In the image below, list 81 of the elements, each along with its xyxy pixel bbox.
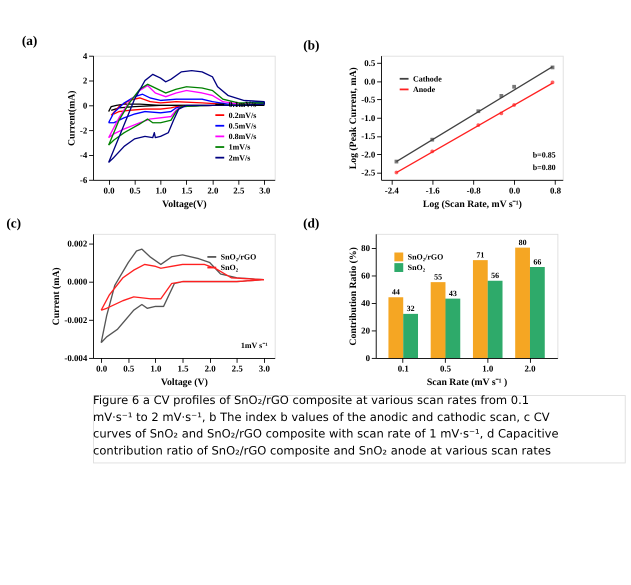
y-tick-label: 0.0 [364, 76, 376, 86]
x-tick-label: 3.0 [259, 186, 271, 196]
y-tick-label: 80 [361, 242, 371, 253]
x-tick-label: 0.0 [96, 364, 108, 374]
x-tick-label: 1.0 [155, 186, 168, 196]
legend-label: SnO₂ [408, 263, 426, 272]
data-label: 66 [533, 257, 542, 266]
data-label: 55 [434, 272, 442, 282]
y-tick-label: -0.002 [64, 314, 88, 325]
y-axis-title: Log (Peak Current, mA) [348, 67, 359, 170]
x-axis-title: Log (Scan Rate, mV s⁻¹) [422, 198, 522, 210]
x-tick-label: -1.6 [426, 186, 440, 196]
x-axis-title: Voltage(V) [162, 198, 207, 210]
y-axis-title: Current(mA) [66, 90, 78, 146]
x-tick-label: 2.0 [524, 364, 536, 374]
x-tick-label: 2.0 [207, 186, 219, 196]
x-tick-label: 0.8 [550, 186, 562, 196]
annotation: 1mV s⁻¹ [240, 341, 268, 350]
x-tick-label: 0.1 [398, 364, 409, 374]
legend-label: SnO₂/rGO [408, 252, 444, 262]
y-tick-label: -2.0 [361, 149, 376, 160]
x-tick-label: 0.0 [104, 186, 116, 196]
y-tick-label: 0.002 [67, 238, 88, 249]
x-axis-title: Scan Rate (mV s⁻¹ ) [426, 376, 508, 388]
y-tick-label: -2.5 [361, 168, 376, 178]
y-tick-label: -0.004 [64, 353, 88, 364]
x-tick-label: 1.0 [150, 364, 162, 374]
x-tick-label: 2.5 [233, 186, 245, 196]
data-label: 71 [476, 250, 484, 260]
y-tick-label: 2 [82, 76, 88, 86]
y-tick-label: 0.5 [364, 58, 376, 68]
data-label: 56 [491, 271, 500, 280]
legend-label: SnO₂/rGO [220, 252, 256, 262]
y-tick-label: -1.5 [361, 131, 376, 142]
y-tick-label: 4 [82, 50, 88, 61]
y-tick-label: -6 [80, 174, 88, 185]
x-tick-label: 1.5 [181, 186, 194, 196]
y-axis-title: Contribution Ratio (%) [348, 247, 359, 346]
legend-label: SnO₂ [220, 263, 239, 272]
x-tick-label: 2.0 [204, 364, 216, 374]
legend-label: 2mV/s [228, 153, 250, 162]
x-tick-label: -2.4 [384, 186, 400, 196]
y-tick-label: -2 [80, 125, 88, 136]
x-tick-label: -0.8 [466, 186, 482, 196]
data-label: 80 [518, 238, 527, 248]
legend-label: 0.5mV/s [228, 121, 256, 130]
x-tick-label: 0.0 [509, 186, 521, 196]
y-tick-label: -1.0 [361, 112, 376, 123]
x-tick-label: 1.0 [482, 364, 494, 374]
y-tick-label: 0 [366, 353, 371, 364]
y-tick-label: 60 [361, 270, 371, 280]
legend-label: Anode [412, 85, 436, 94]
chart-title: (b) [303, 38, 320, 53]
legend-label: Cathode [412, 74, 442, 84]
y-axis-title: Current (mA) [51, 267, 62, 326]
x-tick-label: 0.5 [129, 186, 142, 196]
legend-label: 0.8mV/s [228, 132, 256, 142]
data-label: 32 [406, 304, 415, 314]
chart-title: (d) [303, 216, 320, 231]
y-tick-label: -4 [80, 150, 88, 160]
y-tick-label: 0.000 [67, 276, 88, 287]
x-axis-title: Voltage (V) [160, 376, 208, 388]
y-tick-label: 20 [361, 325, 371, 336]
data-label: 44 [392, 288, 400, 297]
caption: Figure 6 a CV profiles of SnO₂/rGO composite at various scan rates from 0.1 mV·s⁻¹ to 2 mV·s⁻¹, b The index b values of the anodic and cathodic scan, c CV curves of SnO₂ and SnO₂/rGO composite with scan rate of 1 mV·s⁻¹, d Capacitive contribution ratio of SnO₂/rGO composite and SnO₂ anode at various scan rates [93, 393, 559, 458]
annotation: b=0.80 [532, 163, 556, 172]
x-tick-label: 0.5 [123, 364, 135, 374]
chart-title: (c) [6, 216, 22, 231]
y-tick-label: 40 [361, 298, 371, 308]
y-tick-label: 0 [82, 100, 88, 110]
x-tick-label: 2.5 [232, 364, 244, 374]
x-tick-label: 1.5 [177, 364, 190, 374]
legend-label: 0.1mV/s [228, 100, 256, 110]
x-tick-label: 3.0 [258, 364, 270, 374]
chart-title: (a) [22, 33, 38, 48]
legend-label: 1mV/s [228, 142, 250, 152]
x-tick-label: 0.5 [440, 364, 452, 374]
annotation: b=0.85 [532, 150, 556, 160]
data-label: 43 [448, 289, 457, 298]
y-tick-label: -0.5 [361, 94, 376, 105]
legend-label: 0.2mV/s [228, 110, 256, 120]
